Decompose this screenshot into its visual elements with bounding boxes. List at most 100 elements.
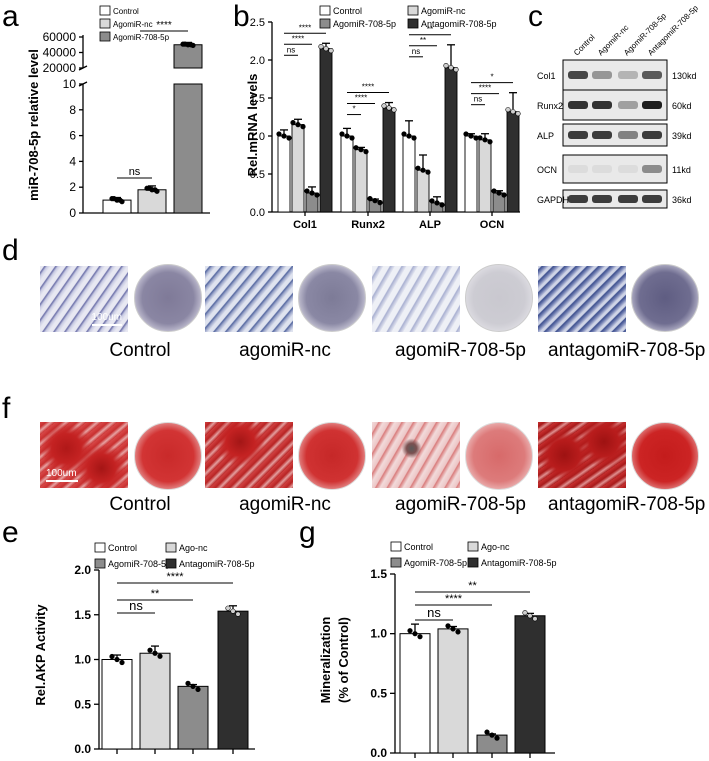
points-g-1-dot [450, 626, 456, 632]
legend-g-2-text: AgomiR-708-5p [404, 558, 467, 568]
points-e-2-dot [195, 686, 201, 692]
axis-b-tick-label: 1.0 [250, 131, 265, 143]
bar-a-2-lower [173, 83, 203, 214]
bar-b-Runx2-1 [354, 149, 368, 213]
legend-a-2-text: AgomiR-708-5p [113, 33, 170, 42]
bar-g-2 [476, 734, 508, 754]
label-control: Control [109, 494, 171, 515]
blot-band-OCN-1 [592, 165, 612, 173]
points-b-Col1-0-dot [286, 135, 292, 141]
legend-g-1-swatch [467, 541, 479, 552]
points-b-OCN-1-dot [487, 139, 493, 145]
blot-band-GAPDH-2 [618, 195, 638, 203]
axis-a-tick-label: 0 [69, 206, 76, 220]
panel-label-a: a [2, 0, 19, 33]
panel-label-g: g [299, 516, 316, 549]
axis-e-ylabel: Rel.AKP Activity [33, 604, 48, 706]
points-e-3-dot [230, 608, 236, 614]
points-b-ALP-3-dot [443, 62, 449, 69]
alp-dish-agomir-nc [298, 264, 366, 332]
axis-g-ylabel: Mineralization [318, 617, 333, 704]
bar-b-ALP-0 [402, 135, 416, 213]
bar-b-Runx2-0 [340, 135, 354, 213]
axis-a-tick-label: 4 [69, 154, 76, 168]
sig-b-Runx2-1-label: **** [355, 94, 367, 103]
points-b-OCN-0-dot [468, 133, 474, 139]
points-g-1-dot [445, 623, 451, 629]
points-e-3-dot [225, 605, 231, 611]
points-b-Runx2-0-dot [344, 133, 350, 139]
axis-b-tick-label: 0.0 [250, 207, 265, 219]
legend-g-2-swatch [390, 557, 402, 568]
sig-b-ALP-0-label: ns [412, 47, 420, 56]
points-b-Col1-2-dot [309, 190, 315, 196]
points-b-Runx2-0-dot [349, 135, 355, 141]
legend-b-3-swatch [407, 18, 419, 29]
axis-a-tick-label: 2 [69, 180, 76, 194]
axis-b-tick-label: 2.0 [250, 55, 265, 67]
points-b-ALP-1-dot [420, 167, 426, 173]
bar-b-Col1-1 [291, 124, 305, 213]
ars-micrograph-antagomir-708-5p [538, 422, 626, 488]
axis-b-category: Runx2 [351, 219, 385, 231]
points-b-ALP-3-dot [453, 66, 459, 73]
axis-g-tick-label: 1.0 [370, 627, 387, 641]
points-b-ALP-3-dot [448, 64, 454, 71]
points-b-ALP-0-dot [411, 135, 417, 141]
axis-b-category: ALP [419, 219, 441, 231]
points-e-1-dot [147, 647, 153, 653]
legend-e-3-text: AntagomiR-708-5p [179, 559, 255, 569]
bar-g-1 [437, 628, 469, 754]
sig-b-OCN-0-label: ns [474, 95, 482, 104]
ars-dish-agomir-708-5p [465, 422, 533, 490]
axis-g-tick-label: 0.5 [370, 686, 387, 700]
bar-b-Col1-0 [277, 135, 291, 213]
sig-e-ns-label: ns [129, 598, 143, 613]
points-a-0-dot [117, 197, 123, 203]
axis-e-tick-label: 1.0 [74, 653, 91, 667]
points-b-Col1-3-dot [323, 45, 329, 52]
points-b-OCN-0-dot [463, 131, 469, 137]
legend-e-1-text: Ago-nc [179, 543, 208, 553]
points-b-Col1-0-dot [276, 131, 282, 137]
points-a-1-dot [152, 187, 158, 193]
points-g-2-dot [489, 732, 495, 738]
panel-label-c: c [528, 0, 543, 33]
blot-band-ALP-2 [618, 131, 638, 139]
alp-micrograph-agomir-nc [205, 266, 293, 332]
points-b-Runx2-2-dot [372, 198, 378, 204]
ars-micrograph-control: 100um [40, 422, 128, 488]
label-antagomir-708-5p: antagomiR-708-5p [548, 340, 706, 361]
axis-g-tick-label: 0.0 [370, 746, 387, 760]
points-b-ALP-2-dot [439, 202, 445, 208]
blot-protein-label: OCN [537, 165, 557, 175]
alp-micrograph-agomir-708-5p [372, 266, 460, 332]
blot-band-ALP-0 [568, 131, 588, 139]
sig-g-ns-label: ns [427, 605, 441, 620]
alp-dish-control [134, 264, 202, 332]
points-b-OCN-3-dot [510, 109, 516, 115]
blot-ALP [562, 123, 668, 147]
alp-micrograph-antagomir-708-5p [538, 266, 626, 332]
points-b-Runx2-0-dot [339, 131, 345, 137]
ars-dish-antagomir-708-5p [631, 422, 699, 490]
blot-size-label: 130kd [672, 71, 697, 81]
sig-b-Runx2-0-label: * [352, 105, 355, 114]
axis-a-tick-label: 8 [69, 103, 76, 117]
bar-e-2 [177, 685, 209, 750]
legend-a-1-swatch [99, 18, 111, 29]
blot-band-Col1-3 [642, 71, 662, 79]
points-a-0-dot [111, 196, 117, 202]
legend-b-0-text: Control [333, 6, 362, 16]
blot-band-GAPDH-3 [642, 195, 662, 203]
axis-b-tick-label: 0.5 [250, 169, 265, 181]
blot-GAPDH [562, 189, 668, 209]
bar-b-ALP-1 [416, 169, 430, 213]
points-e-2-dot [185, 680, 191, 686]
sig-a-star-label: **** [156, 20, 172, 31]
alp-dish-agomir-708-5p [465, 264, 533, 332]
legend-b-3-text: AntagomiR-708-5p [421, 19, 497, 29]
scale-bar [92, 324, 122, 326]
legend-g-3-swatch [467, 557, 479, 568]
blot-band-OCN-0 [568, 165, 588, 173]
